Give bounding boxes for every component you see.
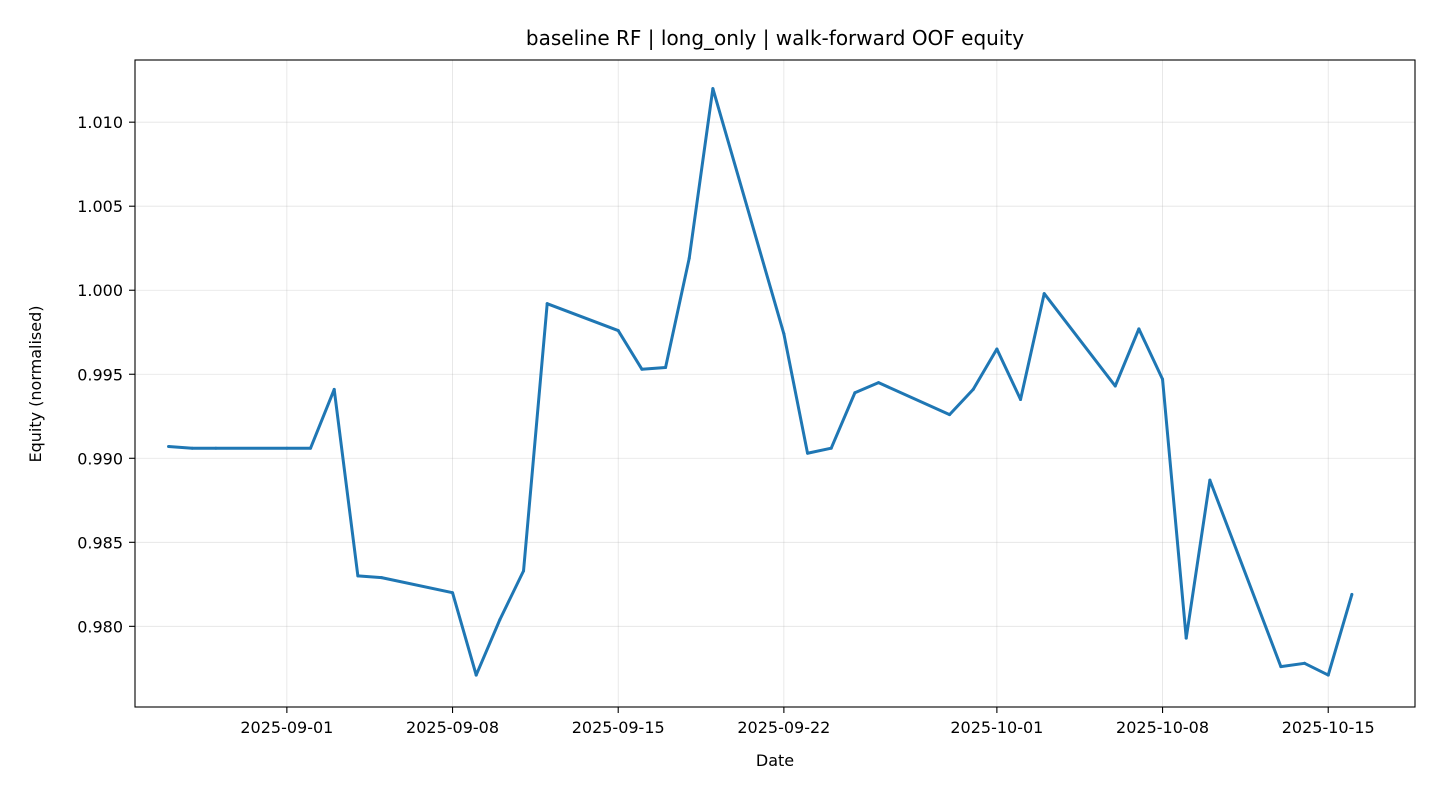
data-point [1279,665,1283,669]
data-point [1350,592,1354,596]
data-point [806,451,810,455]
y-tick-label: 0.995 [77,365,123,384]
data-point [451,591,455,595]
data-point [1303,661,1307,665]
x-tick-label: 2025-09-15 [572,718,665,737]
x-tick-label: 2025-09-08 [406,718,499,737]
data-point [190,446,194,450]
x-tick-label: 2025-10-01 [950,718,1043,737]
y-tick-label: 1.010 [77,113,123,132]
y-tick-label: 0.980 [77,617,123,636]
data-point [948,413,952,417]
data-point [1208,478,1212,482]
x-tick-label: 2025-10-15 [1282,718,1375,737]
y-tick-label: 0.985 [77,533,123,552]
x-tick-label: 2025-09-22 [737,718,830,737]
data-point [214,446,218,450]
data-point [829,446,833,450]
data-point [687,256,691,260]
data-point [1184,636,1188,640]
y-axis-label: Equity (normalised) [26,305,45,462]
plot-area-frame [134,59,1416,708]
data-point [971,387,975,391]
y-tick-label: 0.990 [77,449,123,468]
data-point [1326,673,1330,677]
data-point [782,332,786,336]
data-point [853,391,857,395]
x-axis-label: Date [756,751,794,770]
y-tick-label: 1.005 [77,197,123,216]
data-point [877,381,881,385]
data-point [498,618,502,622]
data-point [664,366,668,370]
grid-layer [135,60,1415,707]
data-point [356,574,360,578]
data-point [1113,384,1117,388]
data-point [616,329,620,333]
data-point [285,446,289,450]
x-tick-label: 2025-09-01 [240,718,333,737]
data-point [474,673,478,677]
chart-title: baseline RF | long_only | walk-forward O… [526,26,1024,50]
data-point [1019,397,1023,401]
data-point [1161,377,1165,381]
y-axis: 0.980 0.985 0.990 0.995 1.000 1.005 1.010 [77,113,135,636]
data-point [545,302,549,306]
data-point [332,387,336,391]
data-point [1137,327,1141,331]
series-line [168,87,1354,677]
data-point [640,367,644,371]
series-layer [167,87,1354,677]
x-tick-label: 2025-10-08 [1116,718,1209,737]
x-axis: 2025-09-01 2025-09-08 2025-09-15 2025-09-22… [240,707,1375,737]
data-point [995,347,999,351]
data-point [380,576,384,580]
y-tick-label: 1.000 [77,281,123,300]
data-point [711,87,715,91]
data-point [167,445,171,449]
data-point [309,446,313,450]
data-point [522,569,526,573]
series-points [167,87,1354,677]
data-point [1042,292,1046,296]
